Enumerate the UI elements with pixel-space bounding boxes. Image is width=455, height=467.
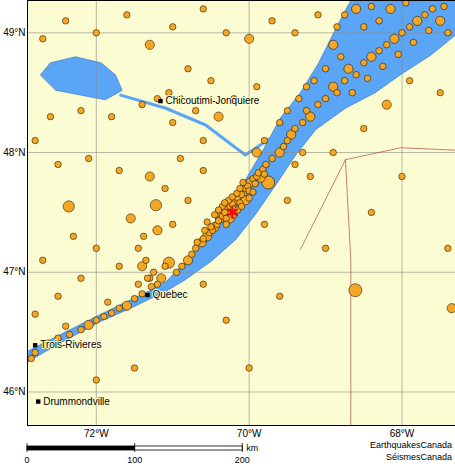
svg-text:100: 100 — [127, 455, 142, 465]
svg-text:SéismesCanada: SéismesCanada — [386, 452, 452, 462]
svg-text:70°W: 70°W — [237, 428, 262, 439]
svg-text:72°W: 72°W — [84, 428, 109, 439]
svg-text:46°N: 46°N — [3, 386, 25, 397]
svg-text:Drummondville: Drummondville — [43, 396, 110, 407]
svg-text:68°W: 68°W — [390, 428, 415, 439]
svg-text:0: 0 — [24, 455, 29, 465]
svg-text:47°N: 47°N — [3, 266, 25, 277]
svg-text:48°N: 48°N — [3, 147, 25, 158]
svg-text:EarthquakesCanada: EarthquakesCanada — [370, 440, 452, 450]
svg-text:Trois-Rivieres: Trois-Rivieres — [40, 339, 101, 350]
svg-text:49°N: 49°N — [3, 27, 25, 38]
svg-text:km: km — [246, 443, 258, 453]
svg-text:200: 200 — [235, 455, 250, 465]
svg-text:Chicoutimi-Jonquiere: Chicoutimi-Jonquiere — [165, 95, 259, 106]
svg-text:Quebec: Quebec — [152, 289, 187, 300]
